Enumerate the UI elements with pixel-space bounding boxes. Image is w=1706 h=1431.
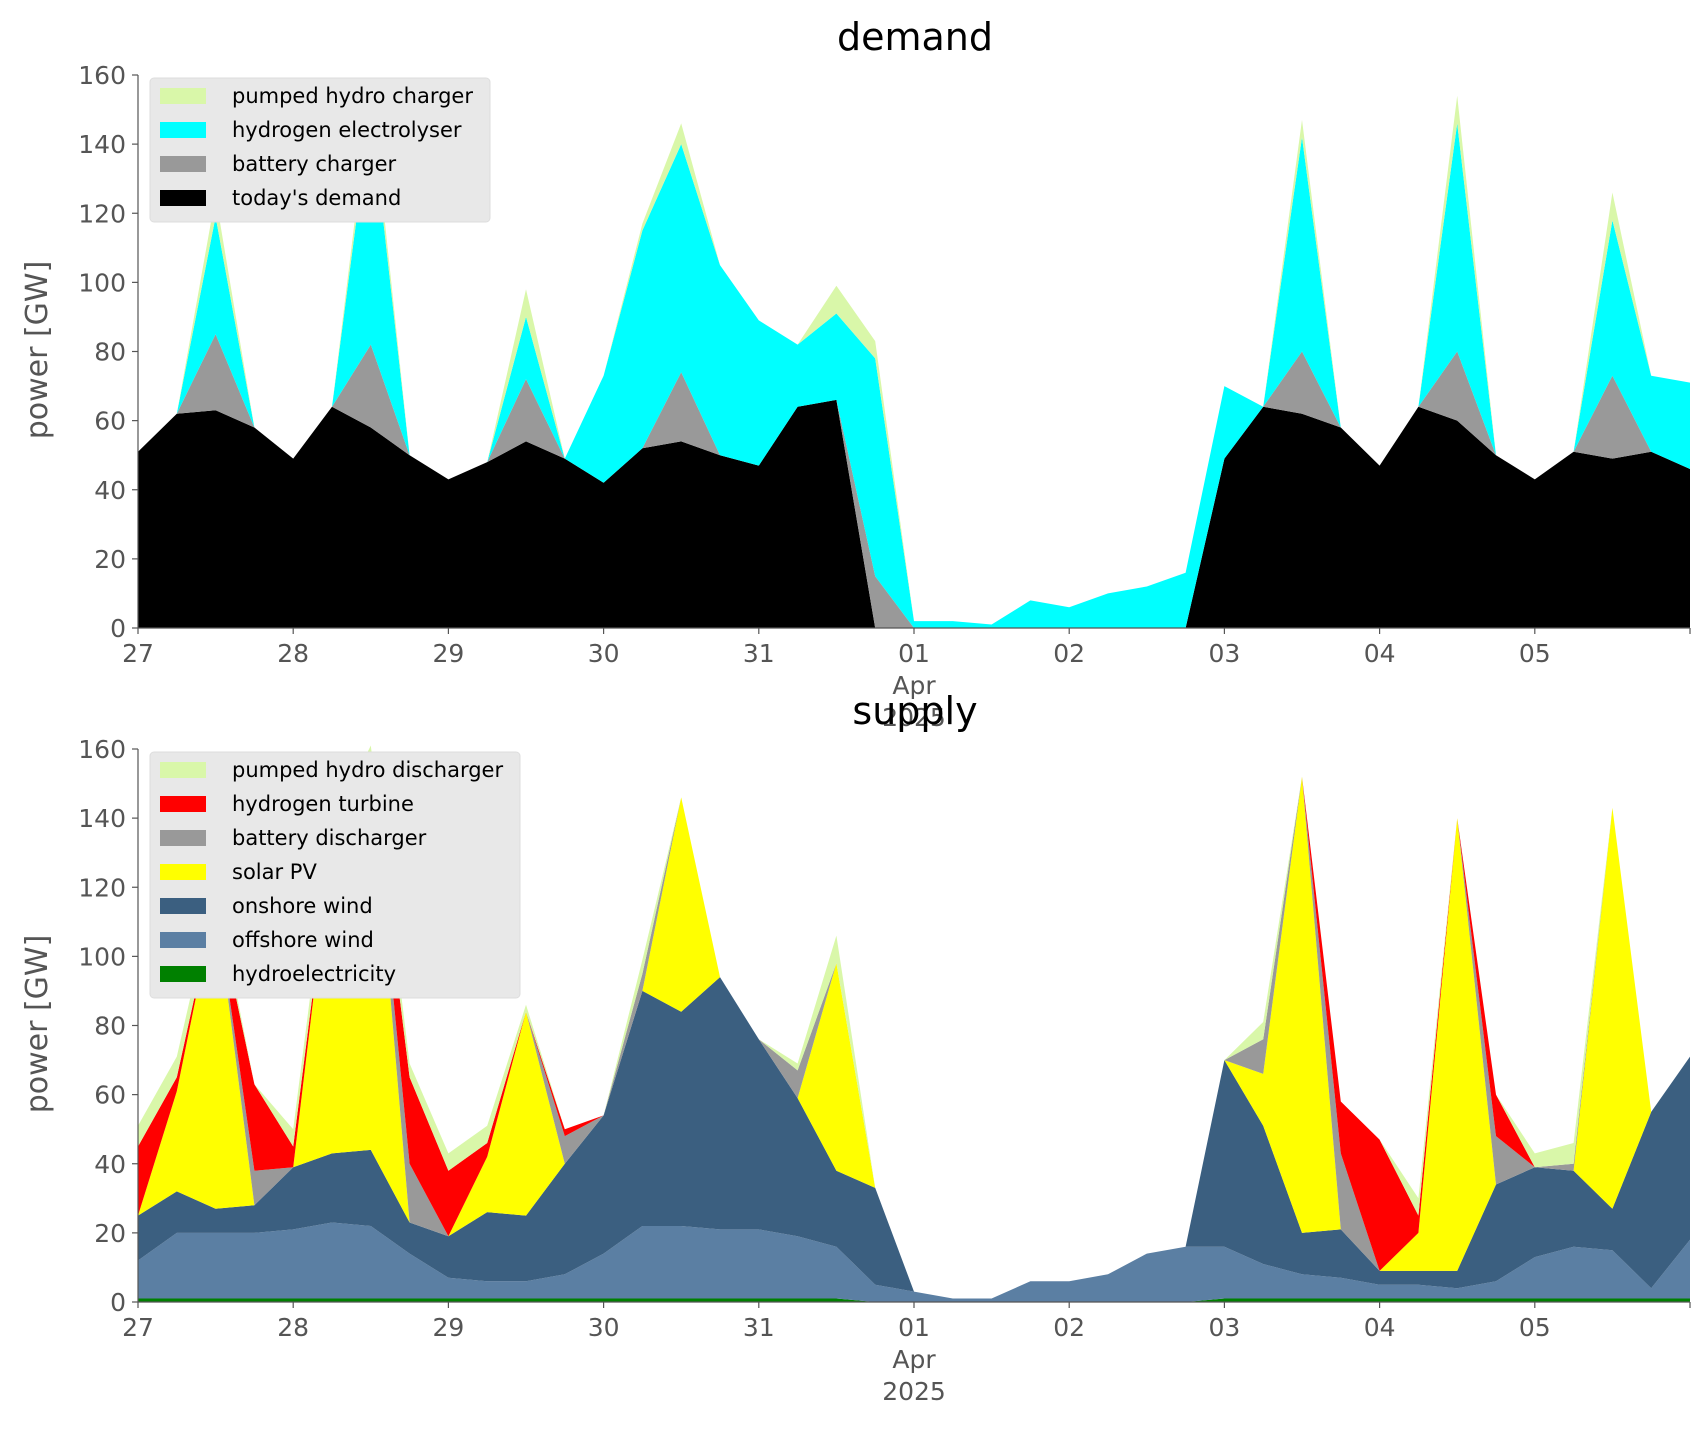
chart-title: supply <box>852 689 977 733</box>
legend-swatch-pumped-hydro-charger <box>160 88 206 104</box>
x-tick-sublabel: 2025 <box>882 1377 946 1406</box>
x-tick-label: 30 <box>588 1313 620 1342</box>
y-tick-label: 120 <box>78 199 126 228</box>
x-tick-label: 29 <box>432 639 464 668</box>
y-tick-label: 100 <box>78 268 126 297</box>
demand-panel: demand power [GW] 0204060801001201401602… <box>20 15 1691 732</box>
legend: pumped hydro charger hydrogen electrolyse… <box>149 77 491 223</box>
legend-swatch-battery-charger <box>160 156 206 172</box>
y-tick-label: 60 <box>94 407 126 436</box>
y-tick-label: 20 <box>94 1219 126 1248</box>
legend-label-battery-charger: battery charger <box>232 152 397 176</box>
y-tick-label: 100 <box>78 942 126 971</box>
x-tick-label: 31 <box>743 1313 775 1342</box>
y-axis-label: power [GW] <box>20 935 55 1114</box>
x-tick-sublabel: 2025 <box>882 703 946 732</box>
x-tick-label: 01 <box>898 1313 930 1342</box>
y-tick-label: 40 <box>94 476 126 505</box>
legend-label-offshore-wind: offshore wind <box>232 928 374 952</box>
series-onshore-wind-area <box>138 977 1690 1299</box>
legend-swatch-hydrogen-electrolyser <box>160 122 206 138</box>
legend-label-pumped-hydro-charger: pumped hydro charger <box>232 84 473 108</box>
legend-swatch-hydrogen-turbine <box>160 796 206 812</box>
x-tick-sublabel: Apr <box>892 1345 936 1374</box>
series-offshore-wind-area <box>138 1222 1690 1302</box>
y-tick-label: 120 <box>78 873 126 902</box>
legend-label-hydrogen-turbine: hydrogen turbine <box>232 792 414 816</box>
y-tick-label: 20 <box>94 545 126 574</box>
x-tick-label: 03 <box>1208 1313 1240 1342</box>
x-tick-label: 02 <box>1053 1313 1085 1342</box>
legend-label-today-s-demand: today's demand <box>232 186 401 210</box>
y-tick-label: 80 <box>94 1012 126 1041</box>
y-tick-label: 0 <box>110 1288 126 1317</box>
y-tick-label: 140 <box>78 130 126 159</box>
series-hydroelectricity-area <box>138 1298 1690 1302</box>
y-tick-label: 0 <box>110 614 126 643</box>
legend-swatch-battery-discharger <box>160 830 206 846</box>
legend-label-hydrogen-electrolyser: hydrogen electrolyser <box>232 118 462 142</box>
legend-box <box>149 751 521 999</box>
x-tick-label: 05 <box>1519 1313 1551 1342</box>
y-tick-label: 140 <box>78 804 126 833</box>
x-tick-label: 04 <box>1364 1313 1396 1342</box>
plot-area <box>138 88 1690 629</box>
legend-swatch-hydroelectricity <box>160 966 206 982</box>
legend-swatch-onshore-wind <box>160 898 206 914</box>
legend-swatch-offshore-wind <box>160 932 206 948</box>
legend-swatch-pumped-hydro-discharger <box>160 762 206 778</box>
y-tick-label: 160 <box>78 61 126 90</box>
legend-label-battery-discharger: battery discharger <box>232 826 427 850</box>
legend-box <box>149 77 491 223</box>
series-solar-pv-area <box>138 766 1690 1299</box>
x-tick-label: 28 <box>277 639 309 668</box>
x-tick-sublabel: Apr <box>892 671 936 700</box>
x-tick-label: 02 <box>1053 639 1085 668</box>
y-tick-label: 40 <box>94 1150 126 1179</box>
series-today-s-demand-area <box>138 399 1690 628</box>
chart-title: demand <box>837 15 993 59</box>
series-hydrogen-electrolyser-area <box>138 109 1690 629</box>
x-tick-label: 27 <box>122 1313 154 1342</box>
legend-label-onshore-wind: onshore wind <box>232 894 373 918</box>
series-battery-charger-area <box>138 334 1690 628</box>
x-tick-label: 27 <box>122 639 154 668</box>
y-tick-label: 160 <box>78 735 126 764</box>
x-tick-label: 04 <box>1364 639 1396 668</box>
supply-panel: supply power [GW] 0204060801001201401602… <box>20 689 1691 1406</box>
x-tick-label: 03 <box>1208 639 1240 668</box>
legend-swatch-solar-pv <box>160 864 206 880</box>
y-tick-label: 60 <box>94 1081 126 1110</box>
plot-area <box>138 745 1690 1302</box>
y-tick-label: 80 <box>94 338 126 367</box>
x-tick-label: 05 <box>1519 639 1551 668</box>
x-tick-label: 31 <box>743 639 775 668</box>
legend-label-solar-pv: solar PV <box>232 860 317 884</box>
legend: pumped hydro discharger hydrogen turbine b… <box>149 751 521 999</box>
x-tick-label: 29 <box>432 1313 464 1342</box>
legend-label-hydroelectricity: hydroelectricity <box>232 962 396 986</box>
legend-swatch-today-s-demand <box>160 190 206 206</box>
legend-label-pumped-hydro-discharger: pumped hydro discharger <box>232 758 503 782</box>
x-tick-label: 30 <box>588 639 620 668</box>
x-tick-label: 01 <box>898 639 930 668</box>
y-axis-label: power [GW] <box>20 261 55 440</box>
x-tick-label: 28 <box>277 1313 309 1342</box>
